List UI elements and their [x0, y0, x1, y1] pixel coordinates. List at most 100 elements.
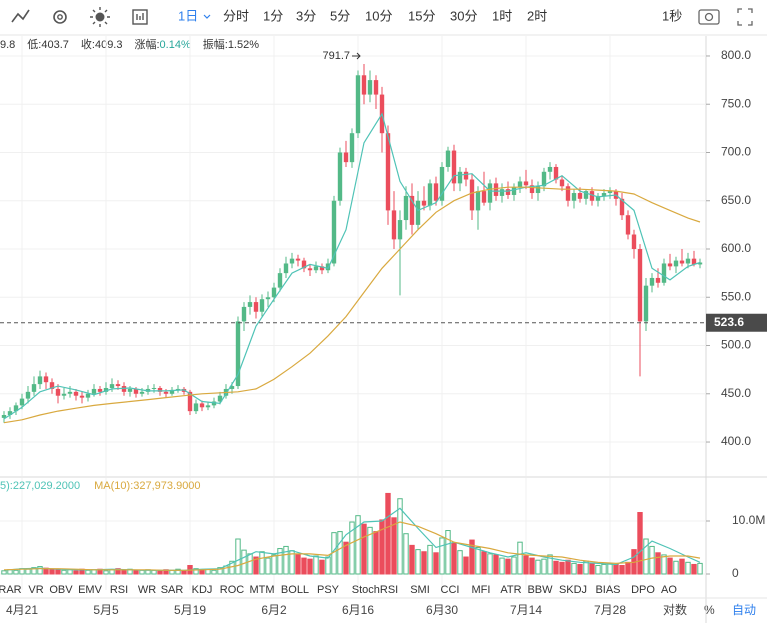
indicator-button[interactable]: CCI — [441, 584, 460, 596]
y-tick-label: 550.0 — [721, 289, 751, 303]
candle-body — [307, 268, 313, 271]
legend-entry: MA(10):327,973.9000 — [94, 480, 200, 492]
indicator-button[interactable]: EMV — [78, 584, 103, 596]
candle-body — [217, 395, 223, 402]
fullscreen-icon[interactable] — [737, 8, 753, 26]
volume-bar — [661, 554, 667, 575]
settings-icon[interactable] — [53, 10, 67, 24]
volume-bar — [679, 558, 685, 575]
volume-bar — [103, 570, 109, 575]
volume-bar — [601, 563, 607, 575]
indicator-button[interactable]: ROC — [220, 584, 245, 596]
interval-button[interactable]: 1分 — [263, 8, 283, 23]
volume-bar — [439, 537, 445, 575]
x-tick-label: 7月28 — [594, 603, 626, 617]
indicator-button[interactable]: MFI — [472, 584, 491, 596]
chart-type-icon[interactable] — [11, 9, 30, 23]
volume-bar — [463, 556, 469, 575]
volume-bar — [529, 557, 535, 575]
volume-bar — [181, 570, 187, 575]
indicator-button[interactable]: WR — [138, 584, 156, 596]
candle-body — [343, 152, 349, 163]
info-label: 收: — [81, 37, 95, 51]
candle-body — [85, 393, 91, 398]
x-tick-label: 5月5 — [93, 603, 119, 617]
indicator-button[interactable]: DPO — [631, 584, 655, 596]
volume-bar — [139, 569, 145, 575]
log-toggle[interactable]: 对数 — [663, 602, 687, 617]
candle-body — [13, 405, 19, 412]
candle-body — [457, 171, 463, 184]
candle-body — [409, 195, 415, 225]
interval-button[interactable]: 15分 — [408, 8, 435, 23]
interval-button[interactable]: 5分 — [330, 8, 350, 23]
indicator-button[interactable]: OBV — [49, 584, 73, 596]
candle-body — [103, 387, 109, 392]
interval-button[interactable]: 分时 — [223, 8, 249, 23]
candle-body — [31, 384, 37, 392]
indicator-button[interactable]: VR — [28, 584, 43, 596]
x-tick-label: 7月14 — [510, 603, 542, 617]
indicator-button[interactable]: ATR — [500, 584, 521, 596]
interval-button[interactable]: 3分 — [296, 8, 316, 23]
info-label: 振幅: — [203, 37, 228, 51]
indicator-button[interactable]: BOLL — [281, 584, 309, 596]
candle-body — [289, 258, 295, 264]
indicator-button[interactable]: SMI — [410, 584, 430, 596]
indicator-button[interactable]: KDJ — [192, 584, 213, 596]
indicator-button[interactable]: MTM — [249, 584, 274, 596]
interval-button[interactable]: 30分 — [450, 8, 477, 23]
candle-body — [91, 388, 97, 394]
volume-bar — [61, 569, 67, 575]
indicator-button[interactable]: StochRSI — [352, 584, 398, 596]
candle-body — [121, 386, 127, 392]
volume-bar — [493, 554, 499, 575]
y-tick-label: 700.0 — [721, 145, 751, 159]
indicator-button[interactable]: PSY — [317, 584, 340, 596]
volume-bar — [541, 558, 547, 575]
candle-body — [331, 200, 337, 264]
volume-ma-line — [3, 521, 701, 571]
indicator-button[interactable]: AO — [661, 584, 677, 596]
candle-body — [637, 249, 643, 322]
volume-bar — [241, 549, 247, 575]
candle-body — [463, 171, 469, 180]
volume-bar — [511, 556, 517, 575]
x-tick-label: 5月19 — [174, 603, 206, 617]
screenshot-icon-lens — [704, 12, 714, 22]
indicator-button[interactable]: SAR — [161, 584, 184, 596]
interval-seconds[interactable]: 1秒 — [662, 8, 682, 23]
screenshot-icon[interactable] — [698, 9, 720, 25]
candle-body — [277, 273, 283, 288]
candle-body — [319, 266, 325, 271]
candle-body — [247, 302, 253, 307]
volume-bar — [595, 565, 601, 575]
indicator-button[interactable]: SKDJ — [559, 584, 587, 596]
candle-body — [157, 387, 163, 392]
volume-bar — [667, 557, 673, 575]
interval-button[interactable]: 1时 — [492, 8, 512, 23]
auto-toggle[interactable]: 自动 — [732, 603, 756, 617]
indicator-button[interactable]: RAR — [0, 584, 22, 596]
indicator-icon[interactable] — [132, 9, 148, 25]
theme-icon[interactable] — [95, 12, 105, 22]
candle-body — [253, 302, 259, 312]
indicator-button[interactable]: BBW — [527, 584, 553, 596]
x-tick-label: 6月30 — [426, 603, 458, 617]
volume-bar — [349, 521, 355, 575]
candle-body — [691, 258, 697, 265]
indicator-button[interactable]: RSI — [110, 584, 128, 596]
candle-body — [385, 133, 391, 211]
candle-body — [499, 189, 505, 196]
volume-bar — [649, 545, 655, 575]
interval-button[interactable]: 10分 — [365, 8, 392, 23]
percent-toggle[interactable]: % — [704, 603, 715, 617]
candle-body — [631, 234, 637, 250]
candle-body — [295, 258, 301, 261]
interval-button[interactable]: 2时 — [527, 8, 547, 23]
y-tick-label: 650.0 — [721, 193, 751, 207]
selected-interval[interactable]: 1日 — [178, 8, 198, 23]
candle-body — [643, 285, 649, 322]
indicator-button[interactable]: BIAS — [595, 584, 620, 596]
candle-body — [559, 179, 565, 187]
